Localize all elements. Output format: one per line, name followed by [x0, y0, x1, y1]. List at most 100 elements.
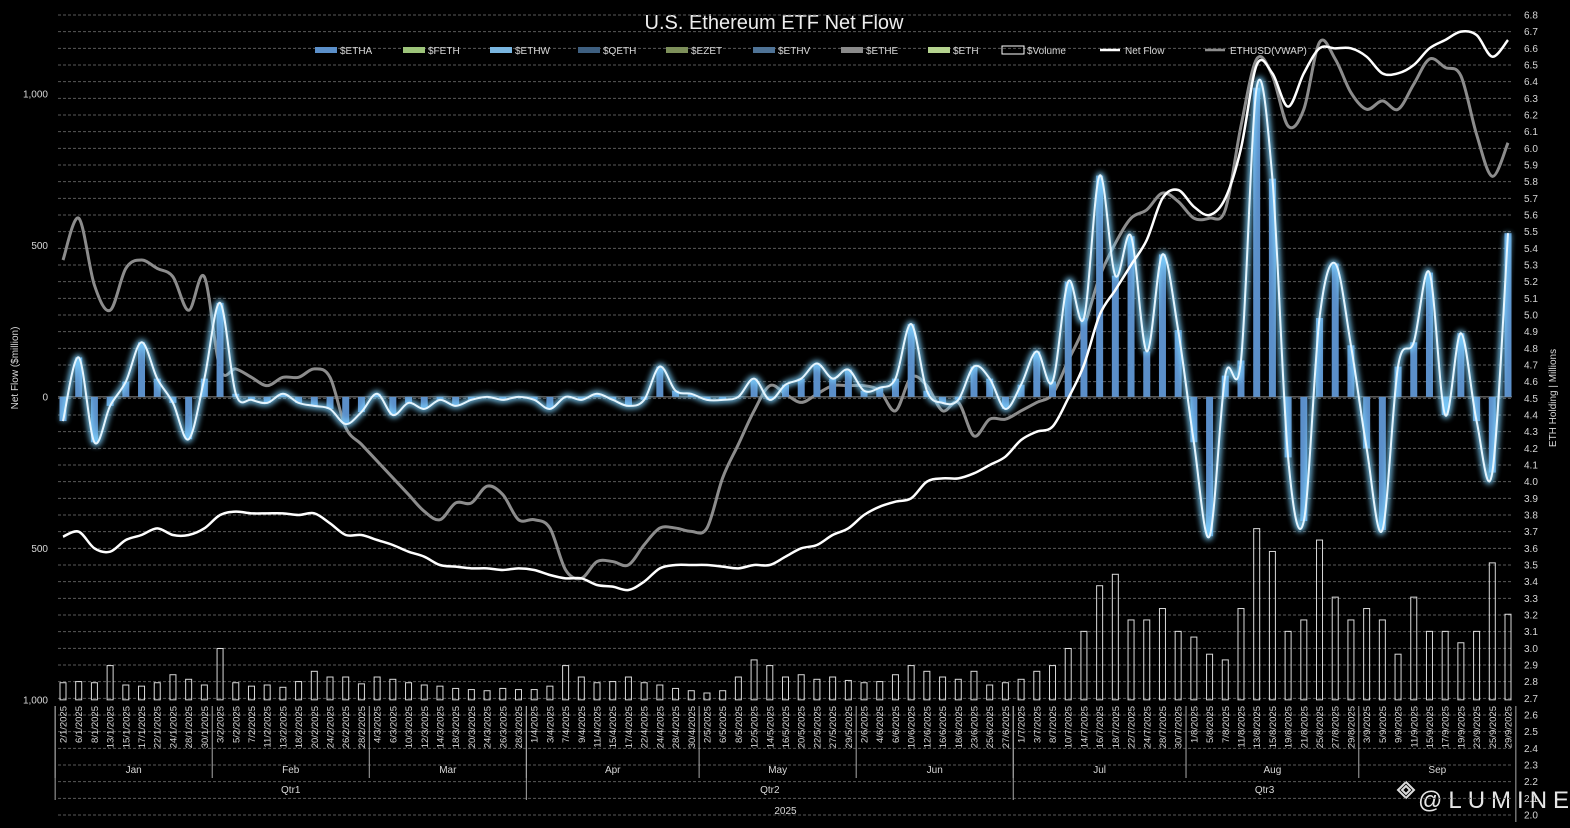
x-tick-label: 14/7/2025: [1079, 706, 1090, 748]
x-tick-label: 30/4/2025: [687, 706, 698, 748]
flow-bar: [1504, 233, 1512, 397]
legend-item: $QETH: [578, 46, 636, 57]
y2-tick-label: 5.2: [1524, 277, 1538, 288]
legend-swatch: [841, 47, 863, 53]
x-tick-label: 6/1/2025: [74, 706, 85, 743]
x-tick-label: 14/5/2025: [765, 706, 776, 748]
volume-bar: [954, 678, 962, 701]
x-tick-label: 14/3/2025: [435, 706, 446, 748]
volume-bar: [1473, 630, 1481, 701]
y2-tick-label: 2.9: [1524, 661, 1538, 672]
volume-bar: [405, 682, 413, 701]
volume-bar: [640, 682, 648, 701]
volume-bar: [986, 684, 994, 701]
flow-bar: [1080, 318, 1088, 397]
volume-bar: [577, 676, 585, 701]
volume-bar: [1441, 630, 1449, 701]
x-tick-label: 24/3/2025: [483, 706, 494, 748]
legend-item: $ETH: [928, 46, 979, 57]
x-tick-label: 4/6/2025: [875, 706, 886, 743]
y2-tick-label: 6.1: [1524, 127, 1538, 138]
x-tick-label: 1/7/2025: [1017, 706, 1028, 743]
y2-tick-label: 2.1: [1524, 794, 1538, 805]
volume-bar: [766, 665, 774, 701]
flow-bar: [1174, 330, 1182, 397]
volume-bar: [656, 684, 664, 701]
x-tick-label: 23/9/2025: [1472, 706, 1483, 748]
x-tick-label: 10/3/2025: [404, 706, 415, 748]
volume-bar: [310, 670, 318, 701]
volume-bar: [1143, 619, 1151, 701]
flow-bar: [1488, 396, 1496, 473]
flow-bar: [1457, 333, 1465, 397]
x-tick-label: 3/7/2025: [1032, 706, 1043, 743]
volume-bar: [342, 676, 350, 701]
y2-axis-title: ETH Holding | Millions: [1548, 349, 1559, 447]
legend-swatch: [315, 47, 337, 53]
y2-tick-label: 3.7: [1524, 527, 1538, 538]
legend-swatch: [578, 47, 600, 53]
quarter-label: Qtr3: [1255, 785, 1275, 796]
flow-bar: [342, 396, 350, 425]
x-tick-label: 2/1/2025: [59, 706, 70, 743]
y-tick-label: 0: [42, 392, 48, 403]
flow-bar: [1363, 396, 1371, 449]
y2-tick-label: 4.8: [1524, 344, 1538, 355]
flow-bar: [876, 387, 884, 397]
flow-bar: [1316, 318, 1324, 397]
x-tick-label: 24/4/2025: [655, 706, 666, 748]
volume-bar: [326, 676, 334, 701]
y-tick-label: 1,000: [23, 89, 48, 100]
legend-swatch: [490, 47, 512, 53]
volume-bar: [829, 676, 837, 701]
flow-bar: [90, 396, 98, 443]
x-tick-label: 22/7/2025: [1127, 706, 1138, 748]
volume-bar: [1410, 596, 1418, 701]
x-tick-label: 27/6/2025: [1001, 706, 1012, 748]
x-tick-label: 9/9/2025: [1394, 706, 1405, 743]
volume-bar: [436, 685, 444, 701]
flow-bar: [1206, 396, 1214, 537]
legend-item: Net Flow: [1100, 46, 1165, 57]
x-tick-label: 29/5/2025: [844, 706, 855, 748]
volume-bar: [122, 684, 130, 701]
y2-tick-label: 3.1: [1524, 627, 1538, 638]
flow-bar: [1033, 351, 1041, 397]
volume-bar: [373, 676, 381, 701]
y2-tick-label: 6.8: [1524, 11, 1538, 22]
x-tick-label: 5/2/2025: [231, 706, 242, 743]
x-tick-label: 15/8/2025: [1268, 706, 1279, 748]
y2-tick-label: 4.4: [1524, 411, 1538, 422]
chart-title: U.S. Ethereum ETF Net Flow: [645, 12, 905, 34]
volume-bar: [1284, 630, 1292, 701]
volume-bar: [1174, 630, 1182, 701]
volume-bar: [923, 670, 931, 701]
x-tick-label: 12/6/2025: [922, 706, 933, 748]
x-tick-label: 8/5/2025: [734, 706, 745, 743]
legend-label: $ETHW: [515, 46, 551, 57]
volume-bar: [216, 647, 224, 701]
x-tick-label: 30/7/2025: [1174, 706, 1185, 748]
flow-bar: [75, 357, 83, 397]
x-tick-label: 27/5/2025: [828, 706, 839, 748]
x-tick-label: 28/1/2025: [184, 706, 195, 748]
x-tick-label: 2/5/2025: [702, 706, 713, 743]
x-tick-label: 27/8/2025: [1331, 706, 1342, 748]
x-tick-label: 24/1/2025: [168, 706, 179, 748]
x-tick-label: 15/1/2025: [121, 706, 132, 748]
watermark-icon: [1396, 780, 1416, 800]
x-tick-label: 10/7/2025: [1064, 706, 1075, 748]
flow-bar: [797, 378, 805, 397]
x-tick-label: 17/4/2025: [624, 706, 635, 748]
volume-bar: [891, 674, 899, 701]
flow-bar: [1253, 87, 1261, 397]
flow-bar: [1378, 396, 1386, 531]
flow-bar: [1143, 351, 1151, 397]
y2-tick-label: 4.6: [1524, 377, 1538, 388]
flow-bar: [153, 378, 161, 397]
legend-label: $ETH: [953, 46, 979, 57]
volume-bar: [483, 690, 491, 701]
flow-bar: [986, 378, 994, 397]
volume-bar: [185, 678, 193, 701]
